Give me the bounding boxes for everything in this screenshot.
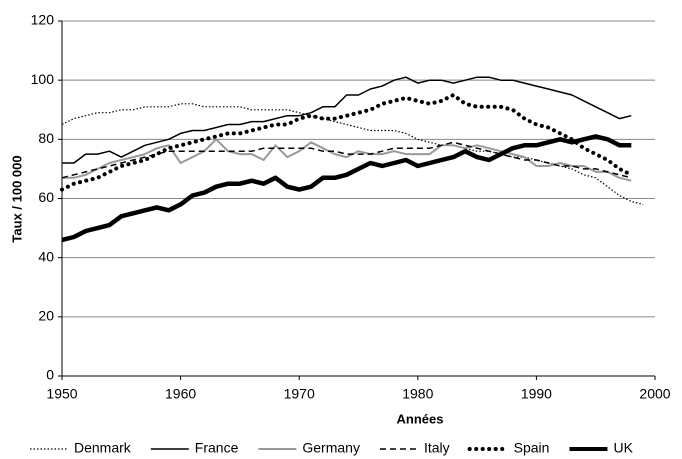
series-line bbox=[60, 93, 634, 192]
x-axis-title: Années bbox=[397, 411, 444, 426]
y-tick-label: 120 bbox=[31, 12, 55, 28]
legend-label: Denmark bbox=[74, 440, 132, 456]
x-tick-label: 1960 bbox=[165, 386, 196, 402]
y-tick-label: 0 bbox=[46, 367, 54, 383]
x-tick-label: 1990 bbox=[521, 386, 552, 402]
x-tick-label: 1970 bbox=[284, 386, 315, 402]
x-tick-label: 1950 bbox=[46, 386, 77, 402]
series-line bbox=[62, 138, 632, 182]
legend-label: UK bbox=[613, 440, 633, 456]
y-tick-label: 20 bbox=[38, 308, 54, 324]
series-line bbox=[61, 134, 632, 243]
y-axis-title: Taux / 100 000 bbox=[9, 155, 24, 242]
x-tick-label: 1980 bbox=[402, 386, 433, 402]
x-tick-label: 2000 bbox=[639, 386, 670, 402]
y-tick-label: 80 bbox=[38, 130, 54, 146]
series-line bbox=[62, 76, 632, 164]
y-tick-label: 60 bbox=[38, 189, 54, 205]
y-tick-label: 100 bbox=[31, 71, 55, 87]
y-tick-label: 40 bbox=[38, 248, 54, 264]
legend-label: Spain bbox=[514, 440, 550, 456]
legend-label: Italy bbox=[424, 440, 450, 456]
legend-label: Germany bbox=[302, 440, 360, 456]
legend-label: France bbox=[195, 440, 239, 456]
series-line bbox=[61, 141, 632, 179]
